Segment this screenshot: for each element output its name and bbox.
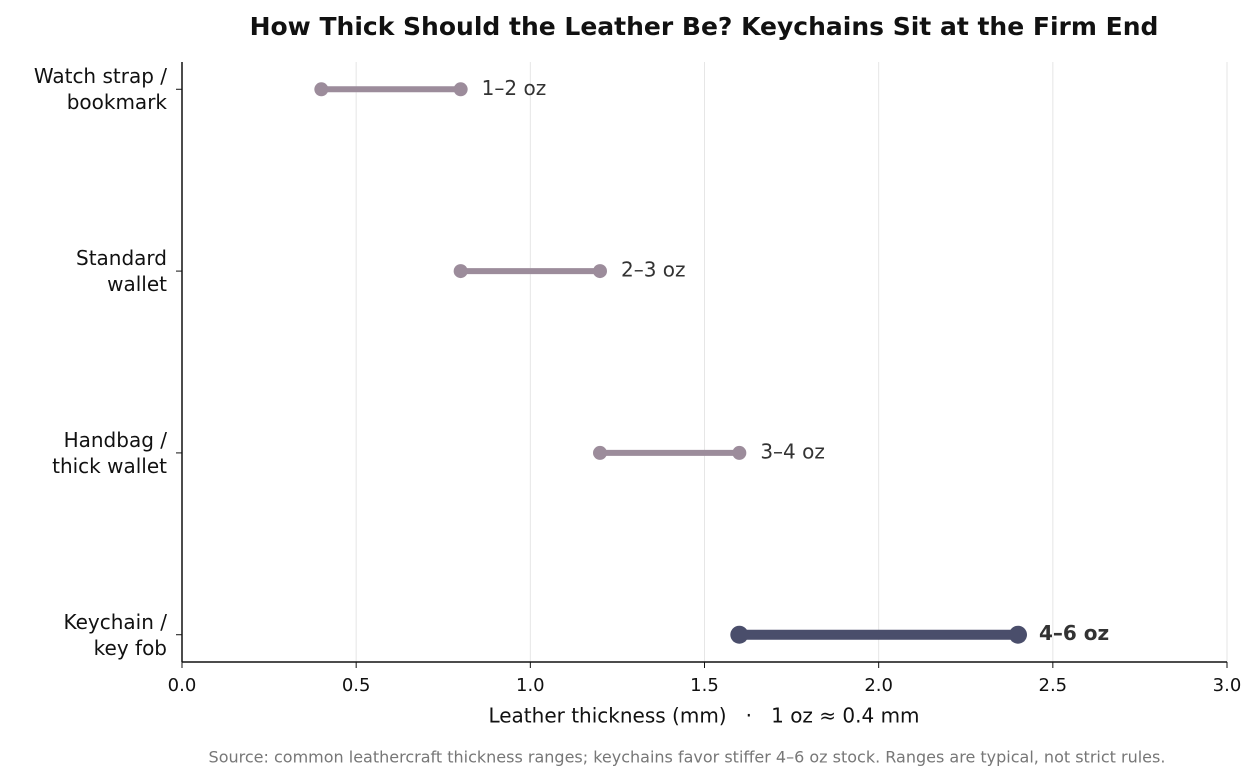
y-tick-label: Handbag / thick wallet bbox=[52, 427, 167, 478]
low-dot bbox=[314, 82, 329, 97]
high-dot bbox=[732, 445, 747, 460]
high-dot bbox=[453, 82, 468, 97]
y-tick-label: Keychain / key fob bbox=[63, 609, 167, 660]
high-dot bbox=[593, 264, 607, 279]
x-tick-label: 1.5 bbox=[690, 675, 719, 696]
value-label: 1–2 oz bbox=[482, 76, 547, 100]
low-dot bbox=[453, 264, 468, 279]
value-label: 3–4 oz bbox=[760, 439, 825, 463]
high-dot bbox=[1009, 625, 1027, 644]
x-tick-label: 3.0 bbox=[1213, 675, 1242, 696]
value-label: 4–6 oz bbox=[1039, 621, 1109, 645]
y-tick-label: Watch strap / bookmark bbox=[33, 64, 167, 115]
low-dot bbox=[593, 445, 607, 460]
x-tick-label: 0.0 bbox=[168, 675, 197, 696]
x-axis-label: Leather thickness (mm) · 1 oz ≈ 0.4 mm bbox=[488, 704, 919, 728]
source-note: Source: common leathercraft thickness ra… bbox=[209, 748, 1166, 767]
y-tick-label: Standard wallet bbox=[76, 246, 167, 297]
value-label: 2–3 oz bbox=[621, 258, 686, 282]
low-dot bbox=[730, 625, 749, 644]
x-tick-label: 2.5 bbox=[1039, 675, 1068, 696]
chart-title: How Thick Should the Leather Be? Keychai… bbox=[250, 12, 1159, 41]
x-tick-label: 0.5 bbox=[342, 675, 371, 696]
x-tick-label: 1.0 bbox=[516, 675, 545, 696]
x-tick-label: 2.0 bbox=[864, 675, 893, 696]
